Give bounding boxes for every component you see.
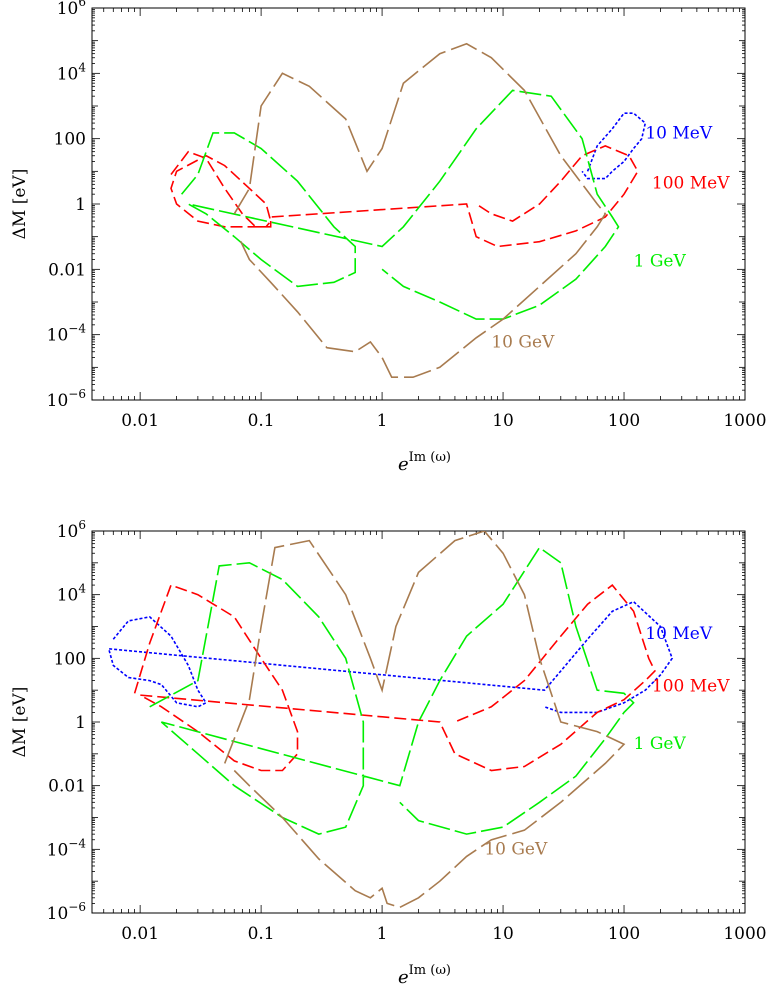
series-line-100-mev: [133, 583, 656, 772]
y-tick-label: 0.01: [48, 260, 86, 280]
y-tick-label: 104: [57, 60, 87, 84]
series-line-1-gev: [149, 546, 635, 835]
series-label-10-mev: 10 MeV: [645, 624, 713, 644]
series-label-100-mev: 100 MeV: [652, 677, 730, 697]
x-tick-label: 100: [608, 924, 640, 944]
series-line-10-mev: [107, 600, 674, 714]
y-tick-label: 1: [75, 195, 86, 215]
series-label-10-mev: 10 MeV: [645, 124, 713, 144]
series-line-1-gev: [180, 89, 620, 320]
series-line-10-gev: [223, 531, 626, 909]
series-label-10-gev: 10 GeV: [484, 839, 548, 859]
y-tick-label: 10−6: [47, 900, 86, 924]
y-tick-label: 1: [75, 713, 86, 733]
series-line-10-mev: [581, 112, 647, 180]
y-tick-label: 10−6: [47, 387, 86, 411]
x-tick-label: 1: [377, 924, 388, 944]
y-tick-label: 100: [54, 649, 86, 669]
x-tick-label: 100: [608, 411, 640, 431]
series-label-10-gev: 10 GeV: [491, 333, 555, 353]
x-tick-label: 10: [492, 411, 514, 431]
y-tick-label: 104: [57, 582, 87, 606]
series-line-10-gev: [233, 42, 607, 379]
bottom-panel: 0.01 0.1 1 10 100 1000 10−6 10−4 0.01 1 100 104 106 e…: [10, 518, 766, 988]
y-axis-label: ΔM [eV]: [10, 169, 30, 240]
x-axis-label: eIm (ω): [398, 963, 451, 988]
series-label-1-gev: 1 GeV: [634, 252, 687, 272]
series-line-100-mev: [170, 145, 639, 248]
series-label-100-mev: 100 MeV: [652, 173, 730, 193]
x-tick-label: 0.01: [121, 924, 159, 944]
x-tick-label: 10: [492, 924, 514, 944]
top-panel: 0.01 0.1 1 10 100 1000 10−6 10−4 0.01 1 100 104 106 e…: [10, 0, 766, 475]
series-label-1-gev: 1 GeV: [634, 734, 687, 754]
y-tick-label: 106: [57, 0, 86, 19]
y-axis-label: ΔM [eV]: [10, 687, 30, 758]
x-tick-label: 1000: [723, 924, 766, 944]
y-tick-label: 100: [54, 130, 86, 150]
x-tick-label: 1000: [723, 411, 766, 431]
y-tick-label: 10−4: [47, 836, 87, 860]
x-tick-label: 1: [377, 411, 388, 431]
y-tick-label: 0.01: [48, 777, 86, 797]
y-tick-label: 10−4: [47, 322, 87, 346]
y-tick-label: 106: [57, 518, 86, 542]
x-axis-label: eIm (ω): [398, 450, 451, 475]
x-tick-label: 0.1: [248, 411, 275, 431]
x-tick-label: 0.01: [121, 411, 159, 431]
plot-frame: [91, 530, 746, 914]
x-tick-label: 0.1: [248, 924, 275, 944]
